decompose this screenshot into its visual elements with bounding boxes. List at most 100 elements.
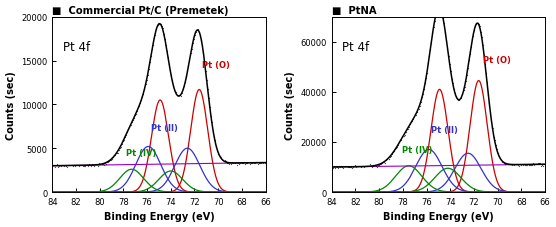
Point — [388, 150, 397, 154]
Point — [51, 165, 60, 169]
Point — [328, 166, 337, 170]
Point — [141, 83, 150, 86]
Point — [474, 23, 483, 27]
Point — [90, 164, 98, 168]
Point — [154, 24, 163, 28]
Point — [350, 164, 359, 168]
Point — [478, 44, 487, 48]
Point — [519, 162, 528, 166]
Point — [257, 162, 266, 165]
Point — [83, 164, 92, 168]
Point — [190, 38, 198, 42]
Point — [166, 69, 175, 72]
Point — [524, 163, 533, 167]
Point — [468, 38, 476, 42]
Point — [235, 163, 244, 166]
Point — [405, 123, 414, 127]
Point — [368, 165, 377, 169]
Point — [171, 91, 180, 95]
Point — [52, 163, 61, 166]
Point — [406, 121, 415, 125]
Point — [383, 158, 392, 162]
Text: Pt (O): Pt (O) — [202, 61, 230, 70]
Point — [345, 165, 354, 169]
Point — [463, 67, 472, 71]
Point — [528, 164, 537, 167]
Point — [226, 161, 235, 165]
Point — [531, 162, 540, 166]
Point — [393, 145, 401, 149]
Point — [175, 94, 184, 98]
Point — [103, 161, 112, 164]
Point — [79, 164, 88, 168]
Point — [152, 28, 161, 32]
Point — [510, 163, 519, 167]
Point — [242, 161, 251, 165]
Point — [56, 165, 65, 168]
Point — [131, 113, 140, 116]
Point — [537, 164, 545, 168]
Point — [373, 165, 381, 169]
Point — [105, 160, 113, 163]
Point — [401, 131, 410, 134]
Point — [98, 162, 107, 166]
Point — [341, 165, 350, 168]
Point — [102, 161, 111, 164]
Point — [486, 112, 495, 116]
Point — [172, 94, 181, 97]
Point — [118, 140, 127, 143]
Point — [424, 62, 433, 65]
Point — [473, 22, 482, 25]
Point — [509, 163, 518, 167]
Point — [398, 135, 407, 139]
Point — [416, 101, 425, 105]
Point — [181, 81, 190, 85]
Point — [481, 72, 490, 75]
Point — [443, 48, 452, 52]
Point — [434, 7, 443, 11]
Point — [444, 54, 453, 58]
Point — [395, 141, 404, 145]
Point — [463, 74, 471, 77]
Point — [423, 72, 431, 75]
Point — [532, 162, 541, 166]
Point — [427, 42, 436, 45]
Point — [227, 163, 236, 166]
Point — [449, 88, 458, 91]
Point — [475, 25, 484, 28]
Point — [342, 164, 351, 168]
Point — [256, 161, 265, 165]
Point — [106, 159, 115, 163]
Point — [86, 165, 95, 168]
Point — [439, 17, 448, 21]
Point — [220, 159, 229, 163]
Point — [337, 164, 346, 168]
Point — [68, 164, 77, 168]
Point — [247, 161, 256, 165]
Point — [151, 34, 160, 37]
Point — [410, 115, 419, 118]
Point — [412, 113, 421, 117]
Point — [343, 165, 352, 169]
Point — [492, 143, 500, 147]
Point — [369, 165, 378, 168]
Point — [234, 162, 242, 165]
Point — [137, 99, 146, 102]
Point — [370, 164, 379, 167]
Point — [376, 163, 385, 167]
Point — [349, 165, 358, 169]
Point — [93, 163, 102, 166]
Point — [374, 163, 383, 167]
Point — [353, 164, 362, 168]
Point — [397, 139, 406, 142]
Point — [216, 155, 225, 159]
Point — [538, 164, 547, 167]
Point — [380, 160, 389, 164]
Text: Pt (II): Pt (II) — [431, 125, 458, 134]
Point — [195, 31, 203, 35]
Point — [162, 50, 171, 54]
Point — [157, 25, 166, 28]
Point — [112, 151, 121, 155]
Point — [206, 114, 215, 118]
Point — [82, 163, 91, 167]
